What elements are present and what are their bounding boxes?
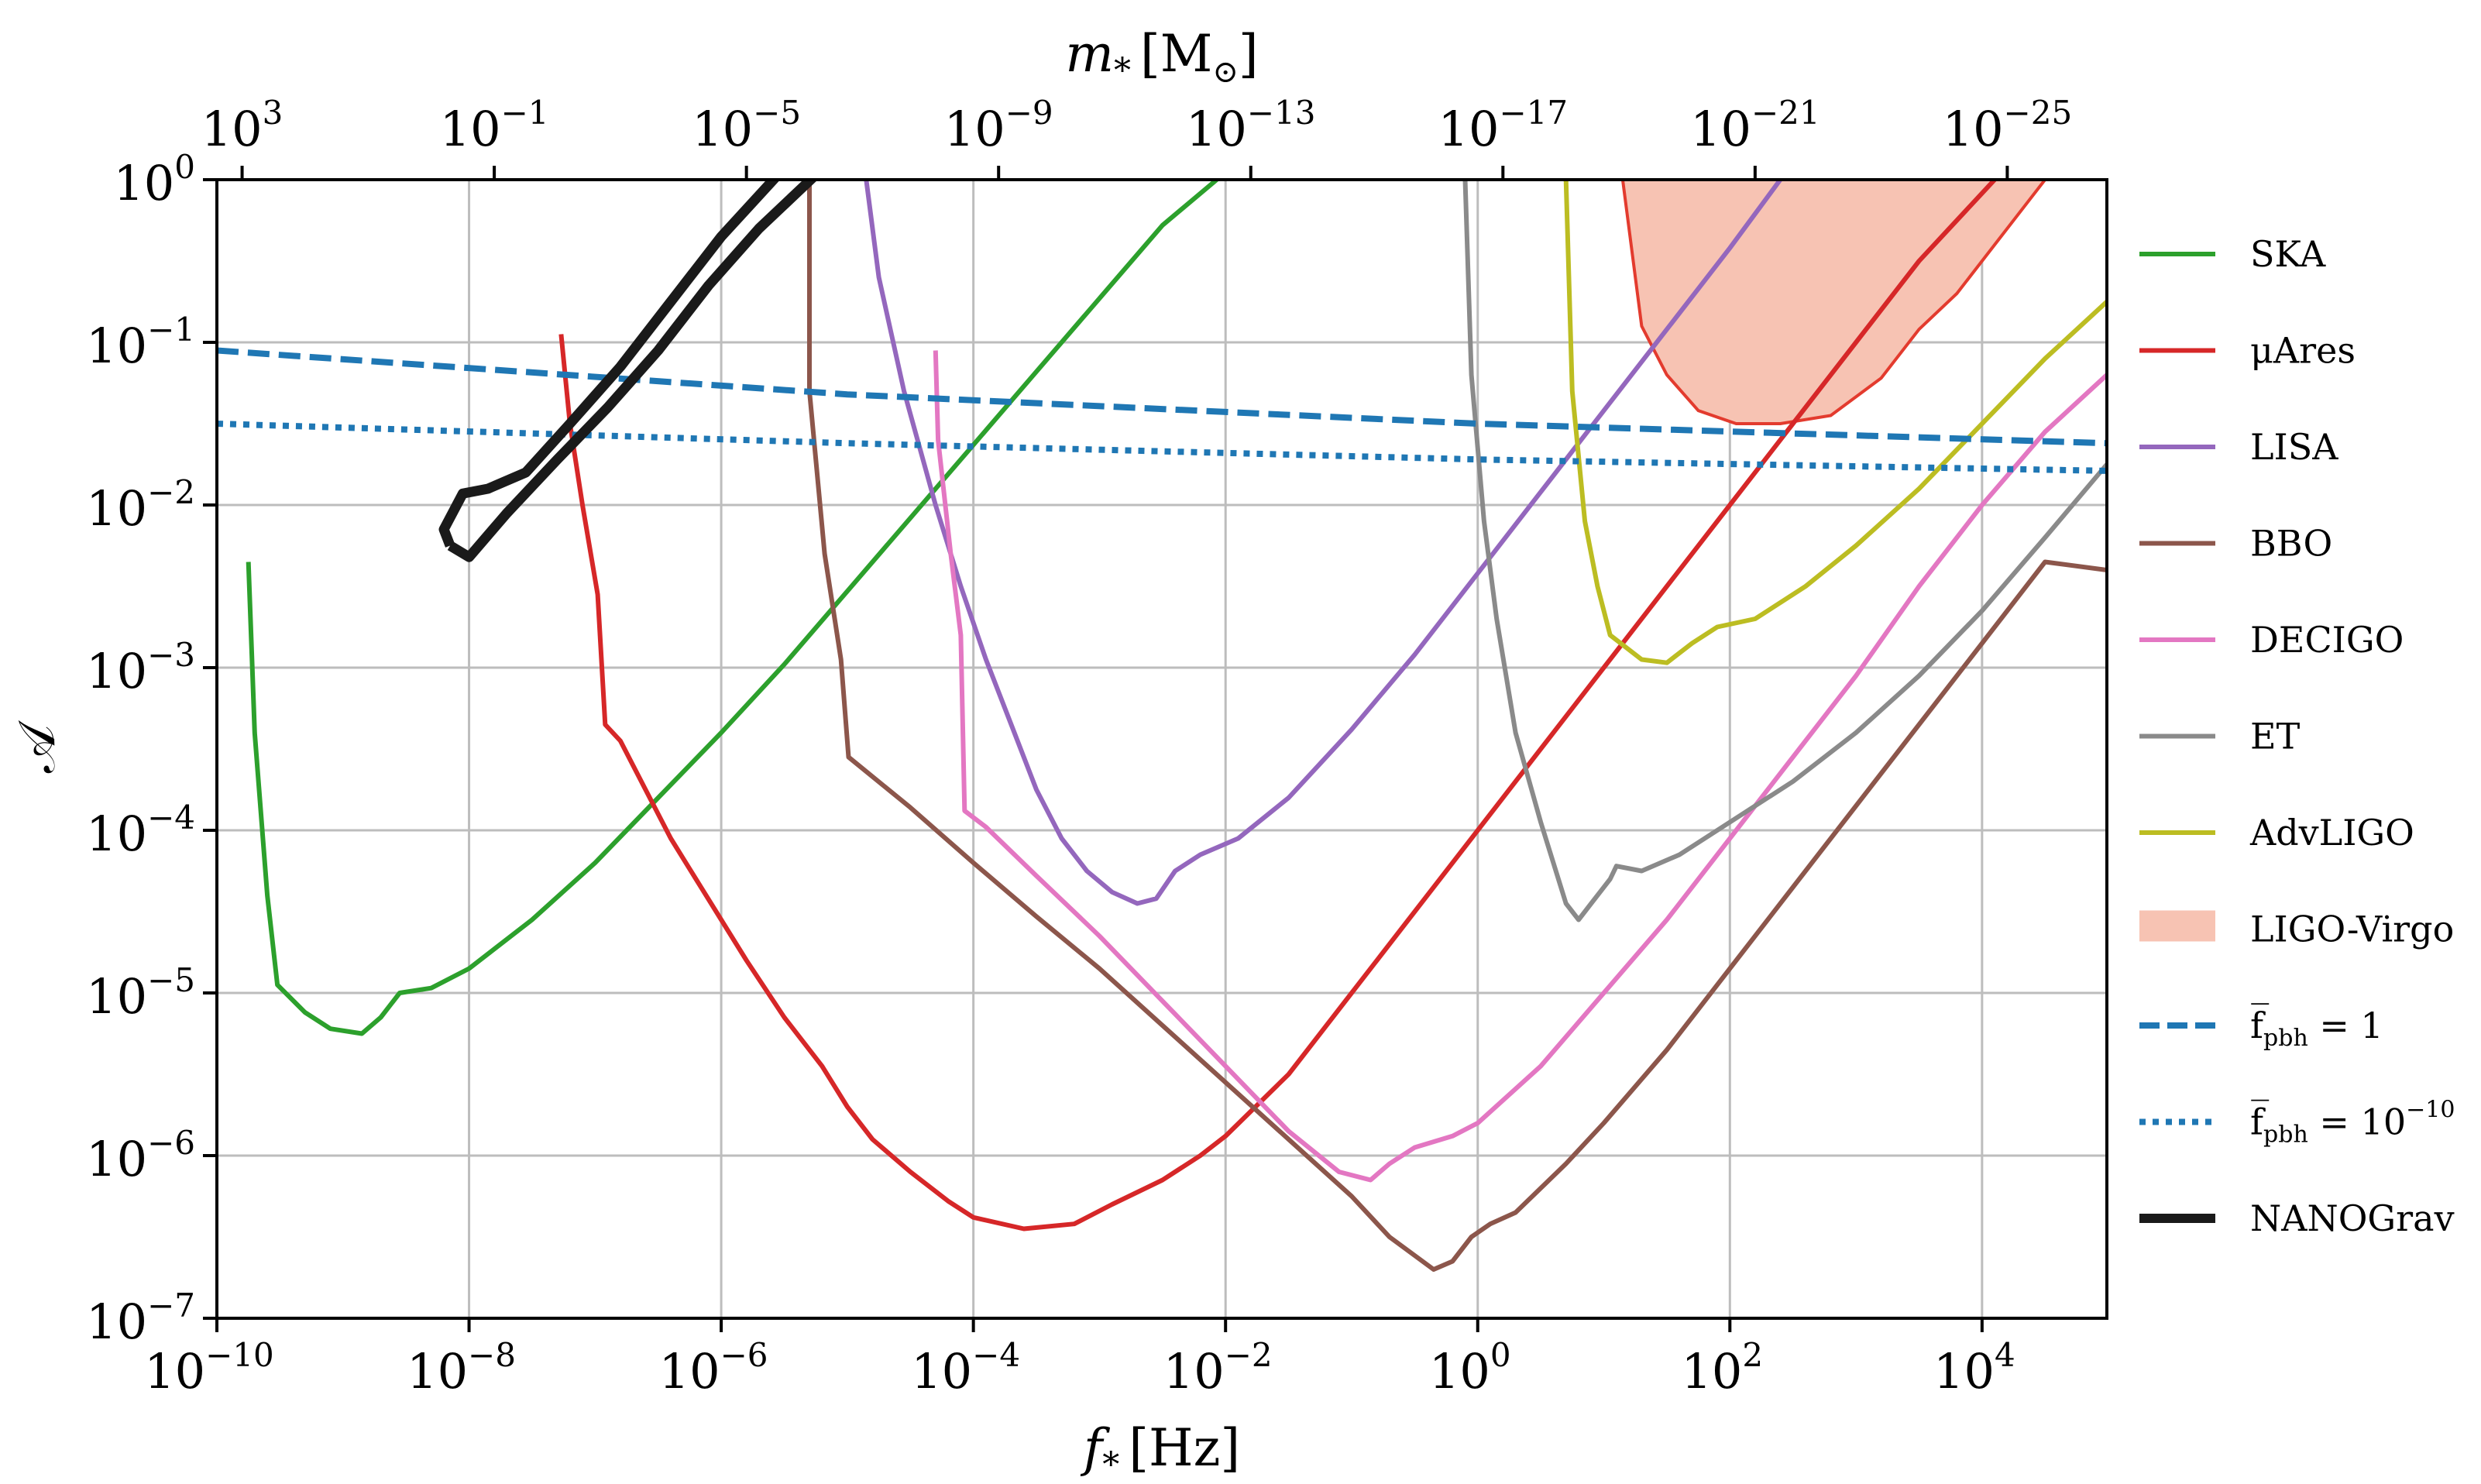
legend-label: BBO (2250, 523, 2332, 565)
x-tick-label: 104 (1933, 1336, 2015, 1400)
top-tick-label: 10−9 (944, 94, 1053, 157)
legend-label: SKA (2250, 233, 2326, 275)
y-tick-label: 10−4 (86, 799, 195, 862)
legend-label: LISA (2250, 426, 2338, 468)
x-axis-label: f* [Hz] (1080, 1418, 1240, 1484)
y-axis-ticks: 100 10−1 10−2 10−3 10−4 10−5 10−6 10−7 (86, 148, 217, 1350)
top-tick-label: 10−13 (1186, 94, 1316, 157)
legend-label: μAres (2250, 330, 2356, 372)
y-tick-label: 10−7 (86, 1286, 195, 1350)
top-tick-label: 10−5 (692, 94, 801, 157)
top-tick-label: 10−1 (440, 94, 549, 157)
legend-label: ET (2250, 716, 2301, 757)
x-tick-label: 10−2 (1163, 1336, 1273, 1400)
legend-label: NANOGrav (2250, 1197, 2455, 1239)
legend-swatch (2139, 910, 2215, 942)
series-line-lisa (864, 180, 1782, 906)
series-line-bbo (807, 180, 2107, 1272)
x-tick-label: 10−4 (911, 1336, 1020, 1400)
series-line-nanograv (438, 180, 818, 562)
x-tick-label: 102 (1681, 1336, 1763, 1400)
x-tick-label: 100 (1429, 1336, 1511, 1400)
plot-frame (215, 178, 2108, 1320)
axis-labels: f* [Hz] m* [M⊙] 𝒜 (7, 24, 1259, 1484)
series-line-decigo (933, 350, 2107, 1183)
x-tick-label: 10−10 (144, 1336, 274, 1400)
legend-label: DECIGO (2250, 619, 2404, 661)
series-line-ska (246, 180, 1218, 1036)
y-tick-label: 10−1 (86, 311, 195, 374)
series-line-f-pbh-1 (217, 347, 2107, 447)
top-axis-ticks: 103 10−1 10−5 10−9 10−13 10−17 10−21 10−25 (201, 94, 2072, 180)
y-tick-label: 100 (113, 148, 195, 211)
top-tick-label: 10−21 (1690, 94, 1820, 157)
x-tick-label: 10−8 (407, 1336, 516, 1400)
legend-label: f̅pbh = 10−10 (2250, 1097, 2455, 1149)
top-axis-label: m* [M⊙] (1065, 24, 1258, 91)
y-tick-label: 10−6 (86, 1124, 195, 1187)
series-line-et (1462, 180, 2107, 922)
series-lines (217, 180, 2107, 1272)
x-axis-ticks: 10−10 10−8 10−6 10−4 10−2 100 102 104 (144, 1318, 2015, 1400)
top-tick-label: 10−25 (1943, 94, 2073, 157)
y-tick-label: 10−5 (86, 961, 195, 1025)
x-tick-label: 10−6 (659, 1336, 768, 1400)
legend: SKA μAres LISA BBO DECIGO ET AdvLIGO LIGO-Virgo… (2139, 233, 2455, 1239)
legend-label: LIGO-Virgo (2250, 909, 2454, 950)
series-line-ares (558, 180, 1997, 1232)
top-tick-label: 10−17 (1438, 94, 1569, 157)
y-tick-label: 10−3 (86, 636, 195, 699)
series-line-advligo (1563, 180, 2107, 665)
y-tick-label: 10−2 (86, 473, 195, 537)
top-tick-label: 103 (201, 94, 283, 157)
legend-label: AdvLIGO (2249, 812, 2414, 854)
y-axis-label: 𝒜 (7, 720, 67, 773)
legend-label: f̅pbh = 1 (2250, 1002, 2383, 1052)
